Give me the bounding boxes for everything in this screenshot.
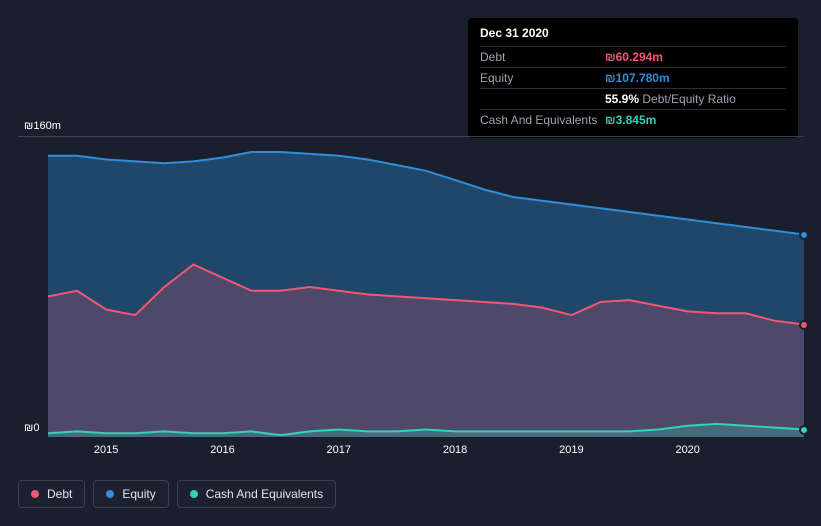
legend-dot-icon	[31, 490, 39, 498]
legend-item-cash-and-equivalents[interactable]: Cash And Equivalents	[177, 480, 336, 508]
tooltip-row-label: Debt	[480, 50, 605, 64]
tooltip-row-value: ₪60.294m	[605, 50, 786, 64]
x-tick: 2016	[210, 444, 234, 456]
tooltip-row: 55.9% Debt/Equity Ratio	[480, 88, 786, 109]
legend-label: Equity	[122, 487, 155, 501]
legend-item-debt[interactable]: Debt	[18, 480, 85, 508]
tooltip-row: Equity₪107.780m	[480, 67, 786, 88]
tooltip-row-label	[480, 92, 605, 106]
tooltip-date: Dec 31 2020	[480, 26, 786, 46]
x-tick: 2020	[675, 444, 699, 456]
tooltip-rows: Debt₪60.294mEquity₪107.780m55.9% Debt/Eq…	[480, 46, 786, 130]
x-tick: 2015	[94, 444, 118, 456]
x-tick: 2017	[327, 444, 351, 456]
legend-label: Cash And Equivalents	[206, 487, 323, 501]
x-tick: 2019	[559, 444, 583, 456]
chart-container: ₪160m	[18, 120, 804, 436]
y-axis-min-label: ₪0	[24, 422, 39, 434]
series-end-dot-debt	[799, 320, 809, 330]
tooltip-row-label: Equity	[480, 71, 605, 85]
legend-dot-icon	[106, 490, 114, 498]
chart-legend: Debt Equity Cash And Equivalents	[18, 480, 336, 508]
chart-plot	[18, 136, 804, 436]
chart-svg	[48, 137, 804, 437]
legend-item-equity[interactable]: Equity	[93, 480, 168, 508]
series-end-dot-cash-and-equivalents	[799, 425, 809, 435]
legend-dot-icon	[190, 490, 198, 498]
series-end-dot-equity	[799, 230, 809, 240]
tooltip-row-value: 55.9% Debt/Equity Ratio	[605, 92, 786, 106]
y-axis-max-label: ₪160m	[18, 120, 804, 132]
tooltip-row-value: ₪107.780m	[605, 71, 786, 85]
legend-label: Debt	[47, 487, 72, 501]
x-tick: 2018	[443, 444, 467, 456]
tooltip-row: Debt₪60.294m	[480, 46, 786, 67]
